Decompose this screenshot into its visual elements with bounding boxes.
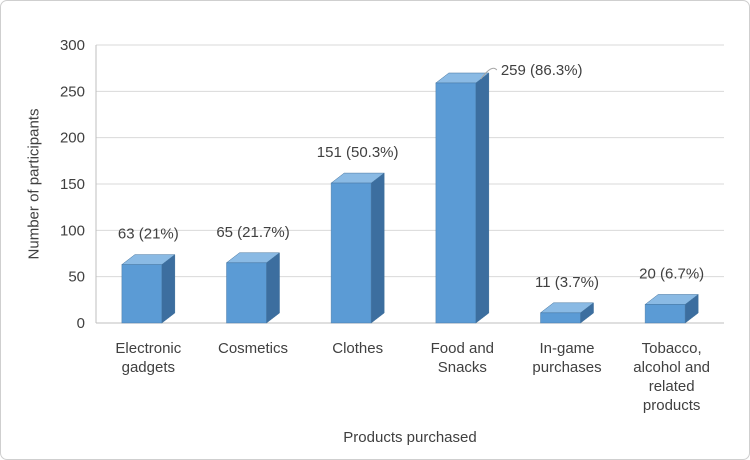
x-category-label: alcohol and: [633, 359, 710, 376]
y-tick-label: 200: [60, 130, 85, 147]
y-tick-label: 50: [68, 269, 85, 286]
x-category-label: related: [649, 378, 695, 395]
x-category-label: In-game: [539, 340, 594, 357]
data-label: 151 (50.3%): [317, 144, 399, 161]
x-category-label: Tobacco,: [642, 340, 702, 357]
bar-side-face: [475, 72, 490, 324]
x-category-label: Cosmetics: [218, 340, 288, 357]
y-tick-label: 300: [60, 37, 85, 54]
data-label: 65 (21.7%): [216, 224, 289, 241]
bar: [540, 312, 581, 324]
data-label: 11 (3.7%): [535, 274, 599, 291]
y-axis-title: Number of participants: [25, 108, 43, 260]
bar: [435, 82, 477, 324]
y-tick-label: 100: [60, 222, 85, 239]
y-tick-label: 150: [60, 176, 85, 193]
bar: [644, 304, 686, 324]
y-tick-label: 250: [60, 83, 85, 100]
x-axis-title: Products purchased: [343, 429, 477, 446]
bar-side-face: [370, 172, 385, 324]
x-category-label: Food and: [431, 340, 494, 357]
x-category-label: products: [643, 397, 701, 414]
x-category-label: purchases: [532, 359, 601, 376]
y-tick-label: 0: [77, 315, 85, 332]
bar: [330, 182, 372, 324]
data-label: 259 (86.3%): [501, 62, 583, 79]
bar-side-face: [161, 254, 176, 324]
x-category-label: Snacks: [438, 359, 487, 376]
bar: [121, 264, 163, 324]
data-label: 63 (21%): [118, 226, 179, 243]
x-category-label: Clothes: [332, 340, 383, 357]
x-category-label: gadgets: [122, 359, 175, 376]
x-category-label: Electronic: [115, 340, 181, 357]
bar-side-face: [266, 252, 280, 324]
data-label: 20 (6.7%): [639, 265, 704, 282]
data-label-leader-line: [480, 67, 498, 80]
bar: [226, 262, 267, 324]
